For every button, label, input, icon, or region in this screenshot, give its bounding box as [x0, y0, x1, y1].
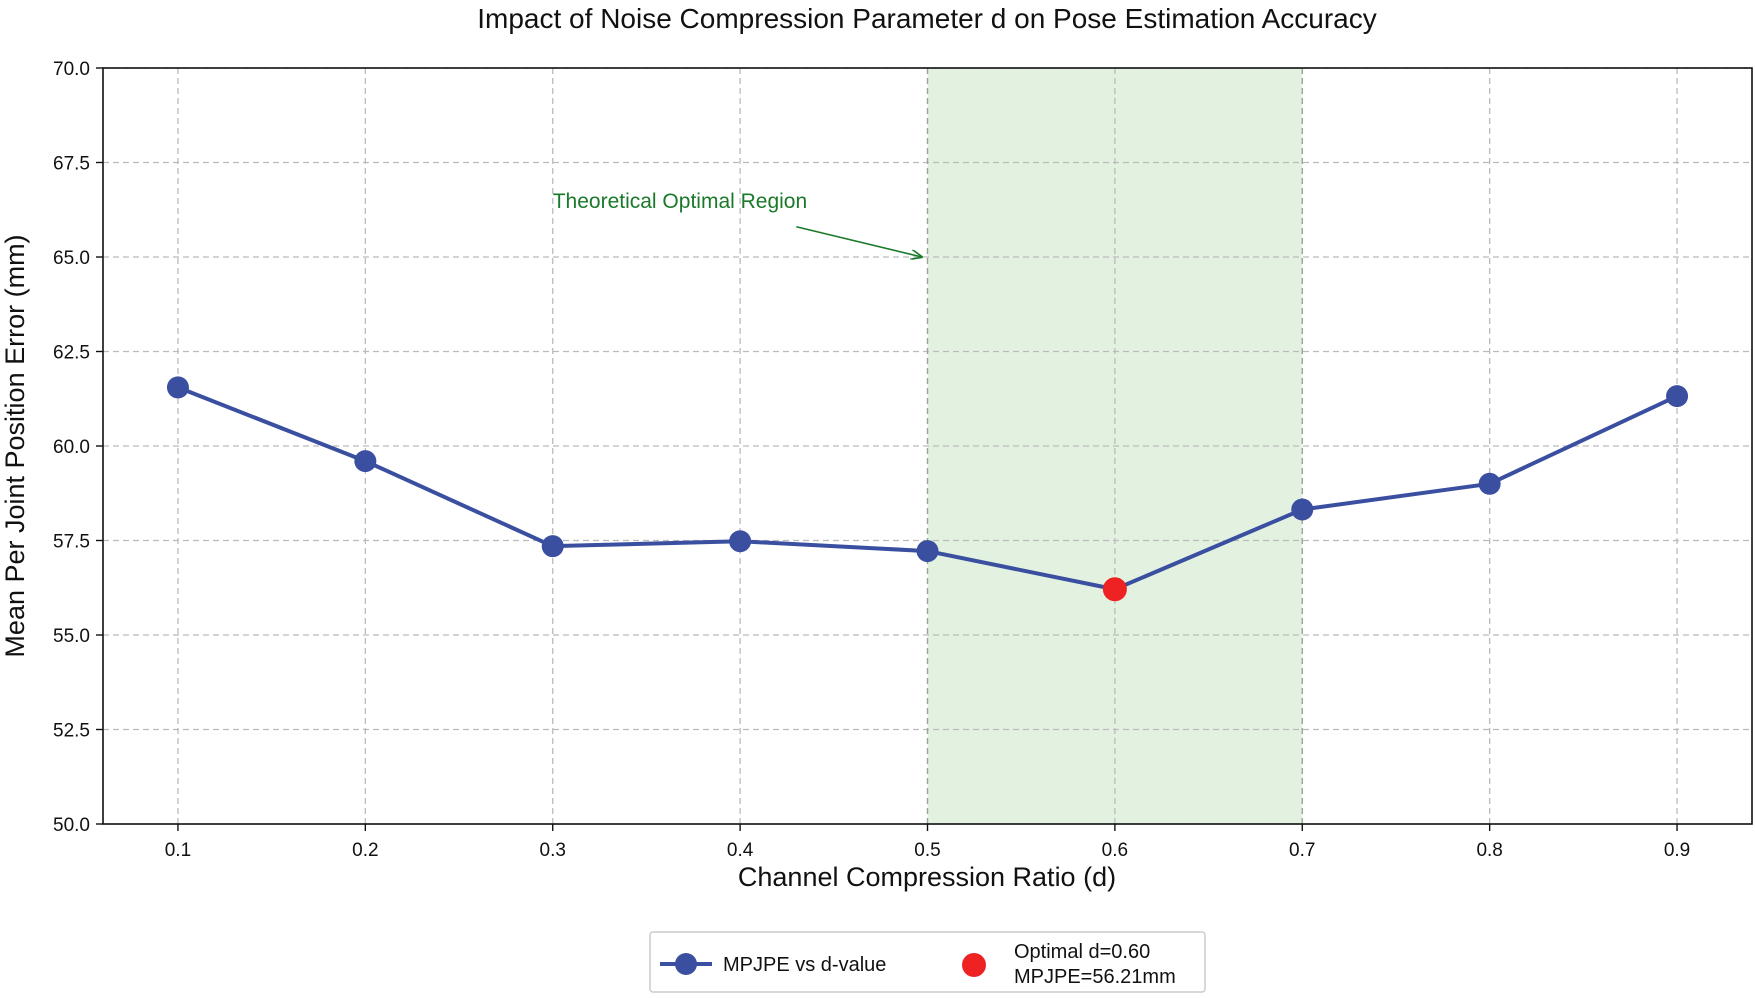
series-point-3	[729, 530, 752, 553]
optimal-region-label: Theoretical Optimal Region	[553, 190, 807, 213]
y-axis-ticks: 50.0 52.5 55.0 57.5 60.0 62.5 65.0 67.5 70.0	[53, 59, 103, 836]
series-point-2	[541, 535, 564, 558]
y-tick-label-1: 52.5	[53, 721, 90, 742]
y-tick-label-6: 65.0	[53, 248, 90, 269]
x-tick-label-8: 0.9	[1664, 840, 1690, 861]
y-axis-label: Mean Per Joint Position Error (mm)	[0, 234, 30, 657]
x-tick-label-0: 0.1	[165, 840, 191, 861]
legend-series-marker	[675, 953, 697, 975]
chart-title: Impact of Noise Compression Parameter d …	[477, 3, 1377, 34]
y-tick-label-3: 57.5	[53, 532, 90, 553]
x-tick-label-3: 0.4	[727, 840, 754, 861]
series-point-6	[1291, 498, 1314, 521]
y-tick-label-0: 50.0	[53, 815, 90, 836]
x-axis-ticks: 0.1 0.2 0.3 0.4 0.5 0.6 0.7 0.8 0.9	[165, 824, 1690, 861]
y-tick-label-8: 70.0	[53, 59, 90, 80]
series-point-0	[166, 376, 189, 399]
y-tick-label-5: 62.5	[53, 343, 90, 364]
x-tick-label-7: 0.8	[1476, 840, 1502, 861]
x-tick-label-1: 0.2	[352, 840, 378, 861]
legend-optimal-marker	[962, 953, 986, 977]
y-tick-label-7: 67.5	[53, 154, 90, 175]
x-tick-label-6: 0.7	[1289, 840, 1315, 861]
optimal-point-marker	[1102, 577, 1127, 602]
legend: MPJPE vs d-value Optimal d=0.60 MPJPE=56…	[649, 931, 1206, 993]
series-point-8	[1666, 385, 1689, 408]
legend-frame	[649, 931, 1206, 993]
x-tick-label-2: 0.3	[540, 840, 566, 861]
legend-optimal-line2: MPJPE=56.21mm	[1014, 966, 1176, 988]
x-tick-label-5: 0.6	[1102, 840, 1128, 861]
x-tick-label-4: 0.5	[914, 840, 940, 861]
series-point-4	[916, 540, 939, 563]
legend-series-label: MPJPE vs d-value	[723, 954, 886, 976]
optimal-region-borders	[926, 68, 1303, 824]
series-point-1	[354, 450, 377, 473]
legend-optimal-line1: Optimal d=0.60	[1014, 941, 1150, 963]
y-tick-label-2: 55.0	[53, 626, 90, 647]
y-tick-label-4: 60.0	[53, 437, 90, 458]
x-axis-label: Channel Compression Ratio (d)	[738, 862, 1116, 892]
optimal-region-arrow	[796, 225, 922, 257]
series-point-7	[1478, 472, 1501, 495]
